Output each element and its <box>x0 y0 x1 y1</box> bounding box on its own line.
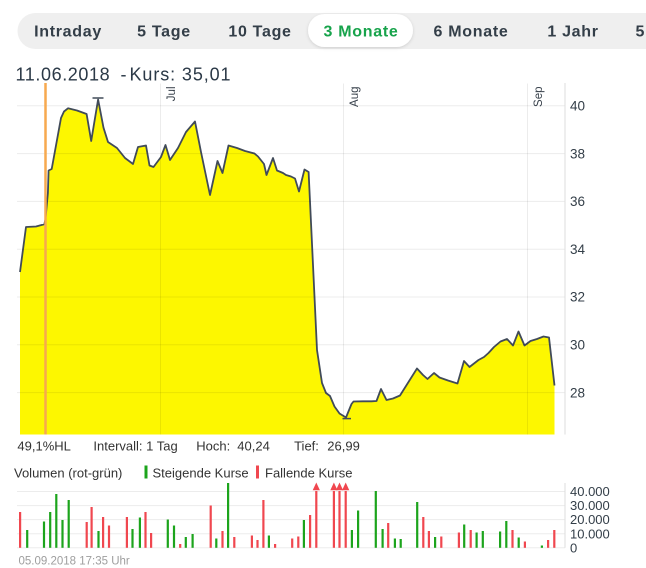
svg-text:Aug: Aug <box>349 87 361 107</box>
svg-text:28: 28 <box>570 385 585 400</box>
svg-text:Steigende Kurse: Steigende Kurse <box>153 466 249 481</box>
svg-text:5 Jahre: 5 Jahre <box>636 23 646 40</box>
svg-text:30.000: 30.000 <box>570 498 610 513</box>
svg-text:Tief:: Tief: <box>294 439 319 454</box>
svg-text:Jul: Jul <box>166 87 178 102</box>
svg-text:5 Tage: 5 Tage <box>137 23 191 40</box>
svg-text:36: 36 <box>570 194 585 209</box>
svg-text:49,1%HL: 49,1%HL <box>17 439 70 454</box>
svg-text:Hoch:: Hoch: <box>196 439 230 454</box>
svg-text:40: 40 <box>570 99 585 114</box>
svg-text:0: 0 <box>570 540 577 555</box>
svg-text:40.000: 40.000 <box>570 484 610 499</box>
svg-text:26,99: 26,99 <box>327 439 360 454</box>
svg-text:11.06.2018: 11.06.2018 <box>16 64 111 84</box>
svg-text:Sep: Sep <box>533 87 545 107</box>
svg-text:20.000: 20.000 <box>570 512 610 527</box>
svg-text:-: - <box>121 64 127 84</box>
svg-text:34: 34 <box>570 242 586 257</box>
svg-text:6 Monate: 6 Monate <box>434 23 509 40</box>
svg-text:38: 38 <box>570 146 585 161</box>
svg-text:10 Tage: 10 Tage <box>228 23 291 40</box>
svg-text:40,24: 40,24 <box>237 439 270 454</box>
svg-text:Intervall: 1 Tag: Intervall: 1 Tag <box>93 439 177 454</box>
svg-text:Fallende Kurse: Fallende Kurse <box>265 466 352 481</box>
svg-text:Volumen (rot-grün): Volumen (rot-grün) <box>14 466 122 481</box>
svg-text:30: 30 <box>570 338 585 353</box>
svg-text:10.000: 10.000 <box>570 526 610 541</box>
svg-text:Intraday: Intraday <box>34 23 102 40</box>
svg-text:32: 32 <box>570 290 585 305</box>
svg-text:Kurs: 35,01: Kurs: 35,01 <box>130 64 232 84</box>
svg-text:05.09.2018 17:35 Uhr: 05.09.2018 17:35 Uhr <box>19 556 130 568</box>
svg-text:3 Monate: 3 Monate <box>324 23 399 40</box>
svg-text:1 Jahr: 1 Jahr <box>547 23 598 40</box>
